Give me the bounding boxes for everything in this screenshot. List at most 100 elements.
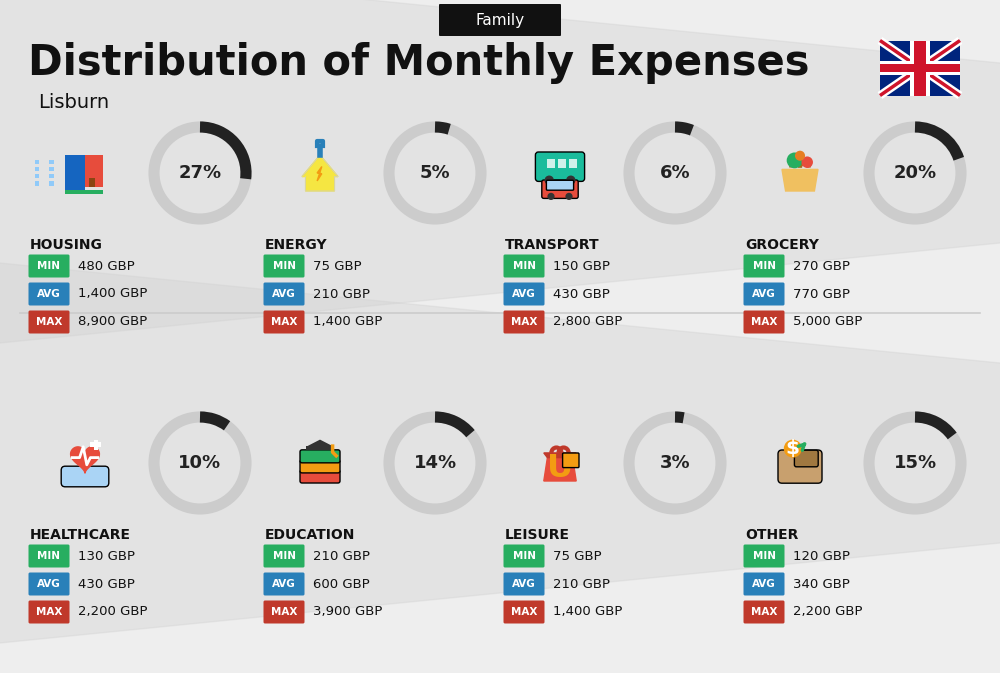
Polygon shape	[302, 155, 338, 191]
FancyBboxPatch shape	[300, 470, 340, 483]
Circle shape	[566, 176, 575, 185]
FancyBboxPatch shape	[264, 283, 304, 306]
Text: EDUCATION: EDUCATION	[265, 528, 355, 542]
Bar	[94, 439, 98, 450]
Bar	[35, 160, 39, 164]
Text: MIN: MIN	[512, 551, 536, 561]
FancyBboxPatch shape	[504, 573, 544, 596]
Polygon shape	[544, 453, 576, 458]
FancyBboxPatch shape	[439, 4, 561, 36]
FancyBboxPatch shape	[504, 310, 544, 334]
Circle shape	[547, 192, 555, 200]
Text: AVG: AVG	[752, 289, 776, 299]
Bar	[880, 40, 960, 96]
FancyBboxPatch shape	[744, 254, 784, 277]
FancyBboxPatch shape	[300, 460, 340, 473]
Text: 5,000 GBP: 5,000 GBP	[793, 316, 862, 328]
FancyBboxPatch shape	[794, 450, 818, 467]
FancyBboxPatch shape	[504, 254, 544, 277]
FancyBboxPatch shape	[744, 600, 784, 623]
FancyBboxPatch shape	[264, 544, 304, 567]
Text: 210 GBP: 210 GBP	[313, 287, 370, 301]
Polygon shape	[544, 458, 576, 481]
Text: OTHER: OTHER	[745, 528, 798, 542]
Text: AVG: AVG	[37, 289, 61, 299]
Text: AVG: AVG	[37, 579, 61, 589]
Text: AVG: AVG	[752, 579, 776, 589]
Bar	[65, 190, 103, 194]
Text: MAX: MAX	[36, 607, 62, 617]
FancyBboxPatch shape	[28, 254, 70, 277]
FancyBboxPatch shape	[744, 544, 784, 567]
FancyBboxPatch shape	[744, 573, 784, 596]
Text: HOUSING: HOUSING	[30, 238, 103, 252]
Bar	[558, 159, 566, 168]
Text: 120 GBP: 120 GBP	[793, 549, 850, 563]
Text: Family: Family	[475, 13, 525, 28]
Text: 210 GBP: 210 GBP	[553, 577, 610, 590]
Bar	[35, 174, 39, 178]
FancyBboxPatch shape	[28, 573, 70, 596]
Text: HEALTHCARE: HEALTHCARE	[30, 528, 131, 542]
Text: 600 GBP: 600 GBP	[313, 577, 370, 590]
Bar	[880, 61, 960, 75]
Text: 10%: 10%	[178, 454, 222, 472]
Text: MIN: MIN	[38, 551, 60, 561]
Polygon shape	[0, 253, 1000, 653]
Text: 2,200 GBP: 2,200 GBP	[793, 606, 862, 618]
Circle shape	[545, 176, 554, 185]
FancyBboxPatch shape	[264, 573, 304, 596]
Text: $: $	[786, 439, 800, 458]
Text: MAX: MAX	[511, 607, 537, 617]
Bar	[49, 160, 54, 164]
Text: U: U	[547, 453, 573, 484]
Bar	[910, 40, 930, 96]
Text: LEISURE: LEISURE	[505, 528, 570, 542]
Bar	[35, 167, 39, 171]
Circle shape	[787, 153, 803, 168]
Text: 14%: 14%	[413, 454, 457, 472]
Text: 27%: 27%	[178, 164, 222, 182]
Bar	[89, 178, 95, 187]
Text: 340 GBP: 340 GBP	[793, 577, 850, 590]
Bar	[85, 155, 103, 187]
Polygon shape	[307, 439, 333, 446]
FancyBboxPatch shape	[535, 152, 585, 182]
FancyBboxPatch shape	[28, 310, 70, 334]
FancyBboxPatch shape	[546, 180, 574, 190]
Bar	[306, 446, 334, 450]
Text: MAX: MAX	[271, 607, 297, 617]
Bar	[65, 155, 85, 191]
Text: MAX: MAX	[36, 317, 62, 327]
Text: MIN: MIN	[38, 261, 60, 271]
Bar	[880, 64, 960, 73]
Bar	[35, 181, 39, 186]
Polygon shape	[782, 170, 818, 191]
Text: Distribution of Monthly Expenses: Distribution of Monthly Expenses	[28, 42, 810, 84]
Text: 430 GBP: 430 GBP	[78, 577, 135, 590]
FancyBboxPatch shape	[61, 466, 109, 487]
Text: 75 GBP: 75 GBP	[553, 549, 602, 563]
FancyBboxPatch shape	[264, 600, 304, 623]
Text: GROCERY: GROCERY	[745, 238, 819, 252]
Bar	[49, 181, 54, 186]
Bar	[90, 442, 101, 447]
FancyBboxPatch shape	[264, 254, 304, 277]
Text: ENERGY: ENERGY	[265, 238, 328, 252]
Text: 5%: 5%	[420, 164, 450, 182]
Text: AVG: AVG	[512, 289, 536, 299]
Circle shape	[795, 151, 805, 161]
Bar	[49, 167, 54, 171]
FancyBboxPatch shape	[28, 600, 70, 623]
FancyBboxPatch shape	[778, 450, 822, 483]
FancyBboxPatch shape	[504, 544, 544, 567]
Text: 430 GBP: 430 GBP	[553, 287, 610, 301]
Text: 130 GBP: 130 GBP	[78, 549, 135, 563]
Circle shape	[565, 192, 573, 200]
Text: 20%: 20%	[893, 164, 937, 182]
Text: MIN: MIN	[272, 261, 296, 271]
Text: 1,400 GBP: 1,400 GBP	[553, 606, 622, 618]
Bar	[569, 159, 577, 168]
FancyBboxPatch shape	[744, 310, 784, 334]
Text: 150 GBP: 150 GBP	[553, 260, 610, 273]
